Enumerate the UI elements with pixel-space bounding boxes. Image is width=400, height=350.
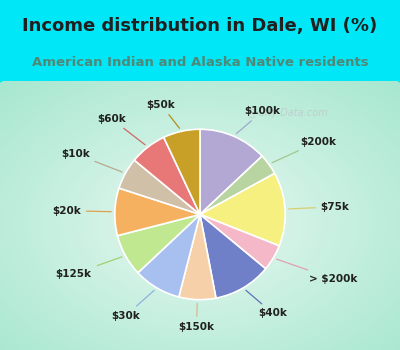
Circle shape <box>0 75 400 350</box>
Wedge shape <box>118 215 200 273</box>
Circle shape <box>34 112 366 335</box>
Text: ⓘ City-Data.com: ⓘ City-Data.com <box>249 108 327 118</box>
Circle shape <box>0 65 400 350</box>
Wedge shape <box>134 137 200 215</box>
Wedge shape <box>200 173 285 246</box>
Circle shape <box>166 200 234 246</box>
Circle shape <box>0 89 400 350</box>
Circle shape <box>151 190 249 256</box>
Circle shape <box>0 39 400 350</box>
Circle shape <box>73 138 327 309</box>
Circle shape <box>0 49 400 350</box>
Text: Income distribution in Dale, WI (%): Income distribution in Dale, WI (%) <box>22 17 378 35</box>
Circle shape <box>44 118 356 329</box>
Text: $200k: $200k <box>272 137 336 163</box>
Circle shape <box>29 108 371 338</box>
Circle shape <box>24 105 376 342</box>
Circle shape <box>0 33 400 350</box>
Circle shape <box>112 164 288 282</box>
Wedge shape <box>115 188 200 236</box>
Circle shape <box>68 134 332 312</box>
Circle shape <box>156 194 244 253</box>
Text: $20k: $20k <box>52 206 111 216</box>
Circle shape <box>136 181 264 266</box>
Circle shape <box>142 184 258 263</box>
Circle shape <box>63 131 337 315</box>
Circle shape <box>0 79 400 350</box>
Circle shape <box>0 42 400 350</box>
Circle shape <box>78 141 322 306</box>
Circle shape <box>49 121 351 325</box>
Circle shape <box>0 56 400 350</box>
Circle shape <box>0 46 400 350</box>
Wedge shape <box>164 129 200 215</box>
Circle shape <box>0 62 400 350</box>
Circle shape <box>117 167 283 279</box>
Circle shape <box>132 177 268 270</box>
Circle shape <box>127 174 273 273</box>
Circle shape <box>19 102 381 345</box>
Wedge shape <box>200 156 275 215</box>
Circle shape <box>0 29 400 350</box>
Circle shape <box>83 145 317 302</box>
Circle shape <box>5 92 395 350</box>
Text: $100k: $100k <box>236 106 281 134</box>
Wedge shape <box>138 215 200 297</box>
Circle shape <box>39 115 361 332</box>
Circle shape <box>102 158 298 289</box>
Text: American Indian and Alaska Native residents: American Indian and Alaska Native reside… <box>32 56 368 69</box>
Text: $75k: $75k <box>289 202 350 212</box>
Circle shape <box>10 95 390 350</box>
Circle shape <box>88 148 312 299</box>
Circle shape <box>122 171 278 276</box>
Circle shape <box>146 187 254 259</box>
Circle shape <box>185 214 215 233</box>
Wedge shape <box>200 129 262 215</box>
Text: $40k: $40k <box>246 290 288 318</box>
Circle shape <box>0 82 400 350</box>
Wedge shape <box>119 160 200 215</box>
Circle shape <box>0 69 400 350</box>
Circle shape <box>0 36 400 350</box>
Text: $60k: $60k <box>97 114 145 145</box>
Circle shape <box>190 217 210 230</box>
Wedge shape <box>179 215 216 300</box>
Text: $50k: $50k <box>147 100 180 128</box>
Circle shape <box>0 85 400 350</box>
Circle shape <box>161 197 239 250</box>
Wedge shape <box>200 215 266 298</box>
Circle shape <box>98 154 302 292</box>
Circle shape <box>14 98 386 348</box>
Text: > $200k: > $200k <box>277 259 357 284</box>
Text: $125k: $125k <box>56 257 122 279</box>
Circle shape <box>180 210 220 237</box>
Circle shape <box>107 161 293 286</box>
Circle shape <box>0 52 400 350</box>
Circle shape <box>171 204 229 243</box>
Circle shape <box>58 128 342 319</box>
Circle shape <box>0 59 400 350</box>
Circle shape <box>195 220 205 226</box>
Circle shape <box>93 151 307 296</box>
Wedge shape <box>200 215 279 269</box>
Text: $150k: $150k <box>178 303 214 332</box>
Circle shape <box>176 207 224 240</box>
Circle shape <box>54 125 346 322</box>
Text: $30k: $30k <box>112 290 154 321</box>
Text: $10k: $10k <box>61 149 122 172</box>
Circle shape <box>0 72 400 350</box>
